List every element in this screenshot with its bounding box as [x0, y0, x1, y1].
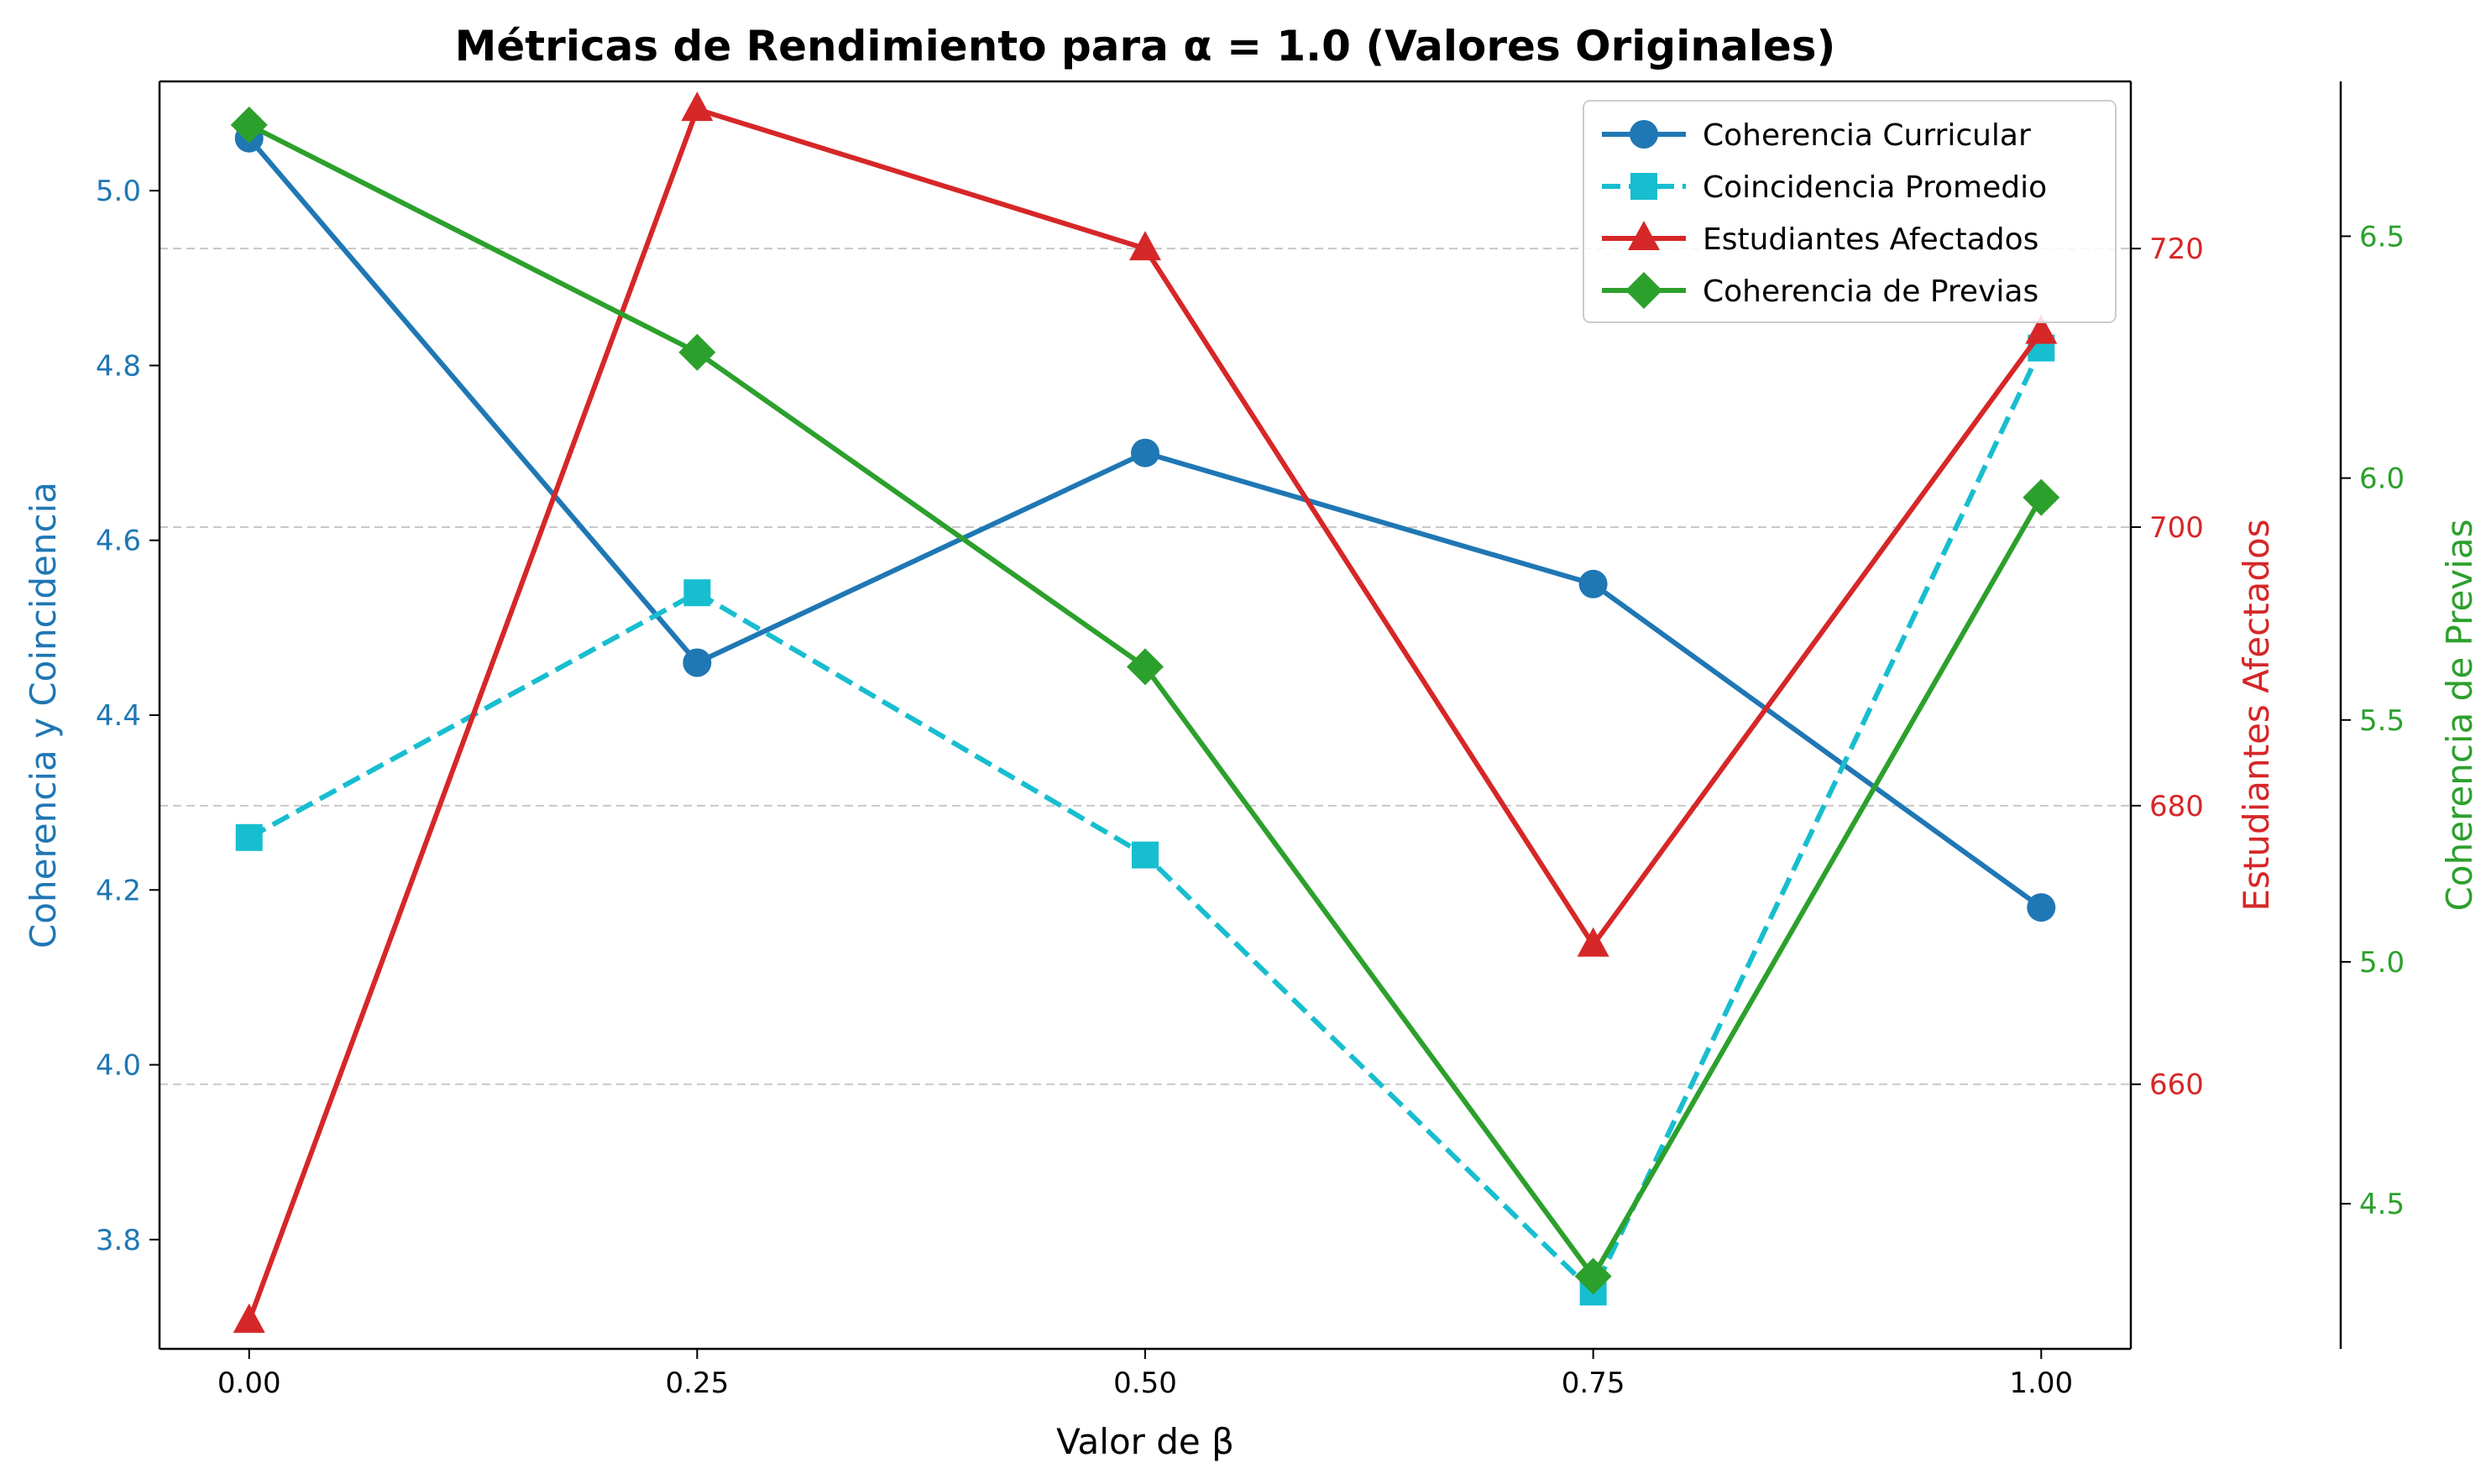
- y-right1-tick-label-1: 680: [2149, 790, 2204, 823]
- y-left-tick-label-5: 4.8: [96, 349, 141, 383]
- legend-marker-3: [1625, 272, 1662, 309]
- series-2-point-0: [233, 1303, 265, 1333]
- y-axis-right2-label: Coherencia de Previas: [2439, 520, 2480, 912]
- legend-marker-0: [1630, 120, 1658, 149]
- series-3-point-4: [2023, 478, 2060, 516]
- series-2-point-1: [681, 91, 714, 122]
- y-left-tick-label-6: 5.0: [96, 175, 141, 208]
- y-left-tick-label-2: 4.2: [96, 874, 141, 907]
- series-3-point-0: [230, 106, 268, 144]
- series-layer: [230, 91, 2060, 1333]
- series-2-point-2: [1129, 231, 1161, 261]
- x-tick-label-4: 1.00: [2009, 1366, 2073, 1400]
- x-tick-label-0: 0.00: [217, 1366, 281, 1400]
- x-tick-label-2: 0.50: [1113, 1366, 1177, 1400]
- series-1-point-2: [1132, 841, 1159, 869]
- y-right1-tick-label-2: 700: [2149, 511, 2204, 545]
- y-axis-left-label: Coherencia y Coincidencia: [23, 482, 64, 948]
- series-2: [233, 91, 2058, 1333]
- legend-marker-1: [1630, 173, 1657, 200]
- y-left-tick-label-0: 3.8: [96, 1224, 141, 1257]
- y-left-tick-label-3: 4.4: [96, 699, 141, 733]
- x-tick-label-3: 0.75: [1562, 1366, 1625, 1400]
- series-0-point-3: [1578, 569, 1608, 598]
- series-3: [230, 106, 2060, 1295]
- series-0-point-2: [1131, 438, 1159, 468]
- y-left-tick-label-1: 4.0: [96, 1049, 141, 1083]
- legend-label-2: Estudiantes Afectados: [1703, 222, 2038, 257]
- y-right1-tick-label-0: 660: [2149, 1069, 2204, 1102]
- series-0-point-1: [683, 648, 712, 677]
- legend: Coherencia Curricular Coincidencia Promed…: [1583, 100, 2117, 323]
- axes-layer: 0.00 0.25 0.50 0.75 1.00 3.8 4.0 4.2 4.4 4.6 4.8 5.…: [96, 80, 2405, 1400]
- y-right2-tick-label-0: 4.5: [2359, 1188, 2405, 1221]
- legend-marker-2: [1628, 221, 1660, 250]
- series-2-point-4: [2025, 314, 2058, 344]
- y-right2-tick-label-1: 5.0: [2359, 946, 2405, 980]
- y-axis-right1-label: Estudiantes Afectados: [2236, 519, 2277, 911]
- legend-label-1: Coincidencia Promedio: [1703, 170, 2047, 205]
- y-left-tick-label-4: 4.6: [96, 525, 141, 558]
- legend-label-0: Coherencia Curricular: [1703, 118, 2031, 153]
- series-3-point-1: [678, 333, 716, 371]
- x-tick-label-1: 0.25: [666, 1366, 730, 1400]
- series-3-point-2: [1127, 648, 1164, 686]
- legend-label-3: Coherencia de Previas: [1703, 274, 2038, 309]
- y-right2-tick-label-4: 6.5: [2359, 220, 2405, 253]
- x-axis-label: Valor de β: [1056, 1421, 1234, 1462]
- y-right2-tick-label-3: 6.0: [2359, 462, 2405, 496]
- series-3-point-3: [1574, 1257, 1612, 1295]
- series-0-point-4: [2027, 893, 2056, 922]
- series-1-point-1: [683, 579, 711, 607]
- y-right2-tick-label-2: 5.5: [2359, 704, 2405, 738]
- legend-box: [1583, 100, 2117, 323]
- series-1-point-0: [235, 823, 263, 851]
- y-right1-tick-label-3: 720: [2149, 233, 2204, 266]
- series-2-point-3: [1577, 927, 1609, 957]
- chart-title: Métricas de Rendimiento para α = 1.0 (Va…: [455, 22, 1836, 71]
